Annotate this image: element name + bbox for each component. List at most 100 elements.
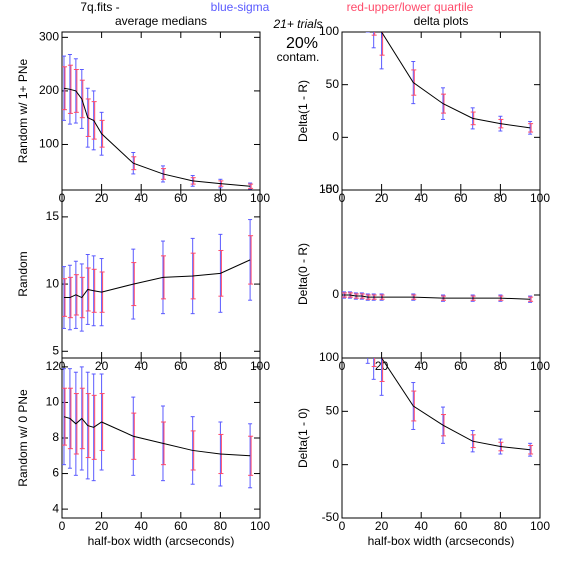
trials-label: 21+ trials [272, 17, 322, 31]
plot-area [62, 366, 254, 489]
quartile-bar [342, 257, 347, 310]
contamination-label: contam. [277, 50, 320, 64]
quartile-bar [411, 390, 417, 422]
y-tick-label: 100 [319, 182, 339, 196]
quartile-bar [91, 394, 97, 460]
quartile-bar [371, 358, 377, 368]
quartile-bar [248, 183, 254, 189]
quartile-bar [379, 32, 385, 56]
plot-frame [341, 357, 541, 519]
sigma-note: blue-sigma [211, 0, 270, 14]
y-tick-label: 100 [39, 137, 59, 151]
quartile-bar [79, 387, 85, 450]
x-axis-label: half-box width (arcseconds) [368, 534, 515, 548]
x-tick-label: 20 [95, 191, 109, 205]
y-tick-label: 300 [39, 30, 59, 44]
quartile-bar [248, 235, 254, 285]
y-tick-label: -50 [322, 510, 340, 524]
y-tick-label: 10 [46, 276, 60, 290]
y-tick-label: 0 [332, 457, 339, 471]
quartile-bar [248, 435, 254, 476]
panel-title: average medians [115, 14, 207, 28]
error-bar [354, 262, 358, 347]
plot-frame [61, 189, 261, 359]
x-tick-label: 20 [375, 191, 389, 205]
x-tick-label: 60 [454, 519, 468, 533]
panel-title: delta plots [414, 14, 469, 28]
y-axis-label: Delta(1 - R) [296, 80, 310, 142]
x-tick-label: 80 [214, 519, 228, 533]
y-tick-label: 0 [332, 130, 339, 144]
median-line [380, 358, 531, 451]
y-tick-label: 50 [326, 77, 340, 91]
y-tick-label: 8 [52, 430, 59, 444]
y-tick-label: 6 [52, 466, 59, 480]
quartile-bar [99, 119, 105, 148]
quartile-bar [379, 358, 385, 382]
quartile-bar [73, 393, 79, 455]
median-line [63, 259, 251, 299]
x-tick-label: 80 [214, 191, 228, 205]
y-axis-label: Random w/ 1+ PNe [16, 58, 30, 163]
median-line [343, 294, 531, 300]
y-axis-label: Delta(1 - 0) [296, 408, 310, 468]
x-tick-label: 40 [415, 519, 429, 533]
x-tick-label: 0 [339, 519, 346, 533]
x-axis-label: half-box width (arcseconds) [88, 534, 235, 548]
plot-area [62, 53, 254, 190]
error-bar [365, 358, 370, 364]
x-tick-label: 60 [174, 191, 188, 205]
x-tick-label: 40 [135, 359, 149, 373]
plot-frame [341, 31, 541, 191]
x-tick-label: 80 [494, 359, 508, 373]
x-tick-label: 40 [135, 519, 149, 533]
plot-area [365, 32, 534, 135]
quartile-bar [91, 101, 97, 140]
plot-area [62, 219, 254, 332]
quartile-bar [79, 79, 85, 119]
error-bar [371, 358, 376, 380]
y-tick-label: 5 [52, 343, 59, 357]
y-axis-label: Random w/ 0 PNe [16, 389, 30, 487]
x-tick-label: 20 [95, 519, 109, 533]
y-axis-label: Delta(0 - R) [296, 243, 310, 305]
y-tick-label: 200 [39, 83, 59, 97]
x-tick-label: 80 [494, 191, 508, 205]
x-tick-label: 60 [174, 519, 188, 533]
error-bar [342, 241, 346, 326]
x-tick-label: 60 [454, 191, 468, 205]
y-tick-label: -50 [322, 182, 340, 196]
x-tick-label: 100 [530, 519, 550, 533]
x-tick-label: 100 [250, 519, 270, 533]
y-tick-label: 15 [46, 209, 60, 223]
plot-frame [61, 357, 261, 519]
plot-area [342, 291, 534, 303]
quartile-bar [366, 312, 371, 350]
x-tick-label: 60 [454, 359, 468, 373]
x-tick-label: 40 [415, 359, 429, 373]
plot-area [342, 241, 534, 457]
plot-frame [341, 189, 541, 359]
x-tick-label: 40 [135, 191, 149, 205]
median-line [381, 32, 531, 129]
quartile-bar [411, 69, 417, 96]
x-tick-label: 80 [494, 519, 508, 533]
x-tick-label: 80 [214, 359, 228, 373]
y-tick-label: 12 [46, 359, 60, 373]
error-bar [379, 358, 384, 396]
quartile-bar [528, 123, 534, 133]
x-tick-label: 60 [174, 359, 188, 373]
x-tick-label: 20 [95, 359, 109, 373]
contamination: 20% [286, 35, 318, 52]
x-tick-label: 40 [415, 191, 429, 205]
quartile-bar [354, 278, 359, 331]
quartile-bar [371, 32, 377, 36]
x-tick-label: 20 [375, 519, 389, 533]
y-tick-label: 100 [319, 24, 339, 38]
y-tick-label: 50 [326, 404, 340, 418]
y-tick-label: 100 [319, 350, 339, 364]
quartile-bar [79, 276, 85, 319]
x-tick-label: 0 [59, 519, 66, 533]
y-axis-label: Random [16, 251, 30, 296]
error-bar [360, 278, 364, 353]
